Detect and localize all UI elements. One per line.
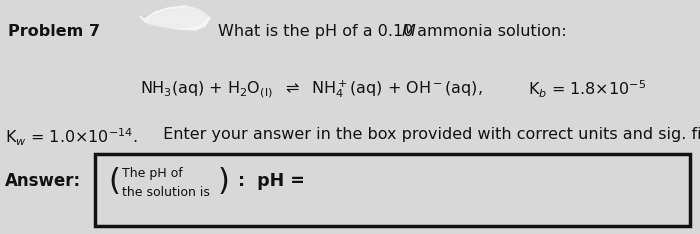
Text: Problem 7: Problem 7 — [8, 24, 100, 39]
Text: What is the pH of a 0.10: What is the pH of a 0.10 — [218, 24, 419, 39]
Text: K$_b$ = 1.8$\times$10$^{-5}$: K$_b$ = 1.8$\times$10$^{-5}$ — [528, 79, 646, 100]
Text: ): ) — [218, 167, 230, 195]
Polygon shape — [140, 6, 210, 30]
Text: K$_w$ = 1.0$\times$10$^{-14}$.: K$_w$ = 1.0$\times$10$^{-14}$. — [5, 127, 138, 148]
Text: ammonia solution:: ammonia solution: — [412, 24, 566, 39]
Text: the solution is: the solution is — [122, 186, 210, 200]
Text: Enter your answer in the box provided with correct units and sig. figs.:: Enter your answer in the box provided wi… — [158, 127, 700, 142]
Text: M: M — [402, 24, 416, 39]
Text: NH$_3$(aq) + H$_2$O$_\mathregular{(l)}$  $\rightleftharpoons$  NH$_4^+$(aq) + OH: NH$_3$(aq) + H$_2$O$_\mathregular{(l)}$ … — [140, 79, 482, 100]
Text: Answer:: Answer: — [5, 172, 81, 190]
FancyBboxPatch shape — [95, 154, 690, 226]
Text: The pH of: The pH of — [122, 167, 183, 179]
Text: :  pH =: : pH = — [238, 172, 305, 190]
Polygon shape — [148, 8, 208, 28]
Text: (: ( — [108, 167, 120, 195]
